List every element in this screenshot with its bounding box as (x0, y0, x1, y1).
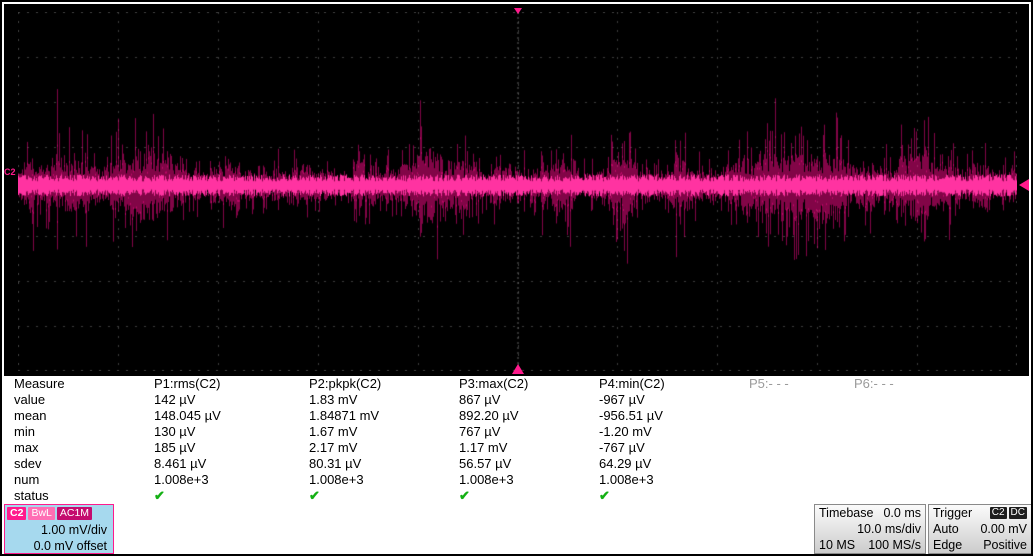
mean-p5 (739, 408, 844, 424)
bandwidth-limit-badge: BwL (28, 507, 55, 520)
min-p1: 130 µV (154, 424, 196, 439)
measure-header-p1[interactable]: P1:rms(C2) (154, 376, 221, 391)
trigger-slope: Positive (983, 538, 1027, 552)
trigger-label: Trigger (933, 506, 973, 520)
trigger-coupling-badge: DC (1008, 507, 1027, 519)
coupling-badge: AC1M (56, 507, 93, 520)
trigger-descriptor[interactable]: Trigger C2 DC Auto 0.00 mV Edge Positive (928, 504, 1031, 554)
measure-row-status: status ✔ ✔ ✔ ✔ (4, 488, 1029, 504)
sdev-p2: 80.31 µV (309, 456, 362, 471)
sdev-p4: 64.29 µV (599, 456, 652, 471)
status-empty (739, 488, 844, 504)
max-p6 (844, 440, 1029, 456)
channel-descriptor-c2[interactable]: C2 BwL AC1M 1.00 mV/div 0.0 mV offset (4, 504, 114, 554)
row-label: min (14, 424, 35, 439)
status-ok-icon: ✔ (599, 488, 610, 503)
max-p5 (739, 440, 844, 456)
value-p4: -967 µV (599, 392, 645, 407)
row-label: num (14, 472, 40, 487)
num-p5 (739, 472, 844, 488)
channel-offset: 0.0 mV offset (33, 539, 107, 553)
channel-name-badge[interactable]: C2 (7, 507, 27, 520)
max-p3: 1.17 mV (459, 440, 508, 455)
max-p1: 185 µV (154, 440, 196, 455)
measure-row-mean: mean 148.045 µV 1.84871 mV 892.20 µV -95… (4, 408, 1029, 424)
mean-p2: 1.84871 mV (309, 408, 380, 423)
timebase-position: 0.0 ms (883, 506, 921, 520)
measure-header-p5[interactable]: P5:- - - (749, 376, 789, 391)
measure-row-min: min 130 µV 1.67 mV 767 µV -1.20 mV (4, 424, 1029, 440)
num-p6 (844, 472, 1029, 488)
min-p6 (844, 424, 1029, 440)
row-label: sdev (14, 456, 42, 471)
max-p2: 2.17 mV (309, 440, 358, 455)
row-label: max (14, 440, 39, 455)
mean-p4: -956.51 µV (599, 408, 663, 423)
measure-header-p3[interactable]: P3:max(C2) (459, 376, 529, 391)
trigger-mode: Auto (933, 522, 959, 536)
mean-p3: 892.20 µV (459, 408, 519, 423)
value-p6 (844, 392, 1029, 408)
min-p3: 767 µV (459, 424, 501, 439)
sdev-p6 (844, 456, 1029, 472)
num-p4: 1.008e+3 (599, 472, 654, 487)
trigger-level-marker[interactable] (1019, 179, 1029, 192)
waveform-canvas (18, 12, 1017, 371)
channel-scale: 1.00 mV/div (40, 523, 107, 537)
waveform-display: C2 (4, 4, 1029, 376)
trigger-type: Edge (933, 538, 963, 552)
measure-title: Measure (14, 376, 65, 391)
measure-header-row: Measure P1:rms(C2) P2:pkpk(C2) P3:max(C2… (4, 376, 1029, 392)
row-label: mean (14, 408, 47, 423)
measure-row-max: max 185 µV 2.17 mV 1.17 mV -767 µV (4, 440, 1029, 456)
min-p5 (739, 424, 844, 440)
sdev-p1: 8.461 µV (154, 456, 207, 471)
mean-p1: 148.045 µV (154, 408, 221, 423)
max-p4: -767 µV (599, 440, 645, 455)
status-empty (844, 488, 1029, 504)
num-p2: 1.008e+3 (309, 472, 364, 487)
measure-table: Measure P1:rms(C2) P2:pkpk(C2) P3:max(C2… (4, 376, 1029, 504)
min-p2: 1.67 mV (309, 424, 358, 439)
trigger-time-top-marker (513, 8, 522, 14)
mean-p6 (844, 408, 1029, 424)
timebase-descriptor[interactable]: Timebase 0.0 ms 10.0 ms/div 10 MS 100 MS… (814, 504, 926, 554)
sdev-p5 (739, 456, 844, 472)
status-ok-icon: ✔ (309, 488, 320, 503)
trigger-time-marker[interactable] (511, 364, 524, 374)
timebase-rate: 100 MS/s (868, 538, 921, 552)
trigger-level: 0.00 mV (980, 522, 1027, 536)
channel-axis-label: C2 (4, 167, 16, 178)
timebase-label: Timebase (819, 506, 874, 520)
status-ok-icon: ✔ (154, 488, 165, 503)
min-p4: -1.20 mV (599, 424, 652, 439)
graticule: C2 (4, 8, 1029, 374)
timebase-scale: 10.0 ms/div (857, 522, 921, 536)
num-p1: 1.008e+3 (154, 472, 209, 487)
status-ok-icon: ✔ (459, 488, 470, 503)
value-p1: 142 µV (154, 392, 196, 407)
row-label: value (14, 392, 46, 407)
measure-row-sdev: sdev 8.461 µV 80.31 µV 56.57 µV 64.29 µV (4, 456, 1029, 472)
measure-header-p6[interactable]: P6:- - - (854, 376, 894, 391)
value-p3: 867 µV (459, 392, 501, 407)
row-label: status (14, 488, 49, 503)
measure-row-value: value 142 µV 1.83 mV 867 µV -967 µV (4, 392, 1029, 408)
value-p5 (739, 392, 844, 408)
measure-row-num: num 1.008e+3 1.008e+3 1.008e+3 1.008e+3 (4, 472, 1029, 488)
num-p3: 1.008e+3 (459, 472, 514, 487)
timebase-samples: 10 MS (819, 538, 856, 552)
measure-header-p4[interactable]: P4:min(C2) (599, 376, 665, 391)
trigger-source-badge: C2 (989, 507, 1007, 519)
sdev-p3: 56.57 µV (459, 456, 512, 471)
measure-header-p2[interactable]: P2:pkpk(C2) (309, 376, 382, 391)
value-p2: 1.83 mV (309, 392, 358, 407)
